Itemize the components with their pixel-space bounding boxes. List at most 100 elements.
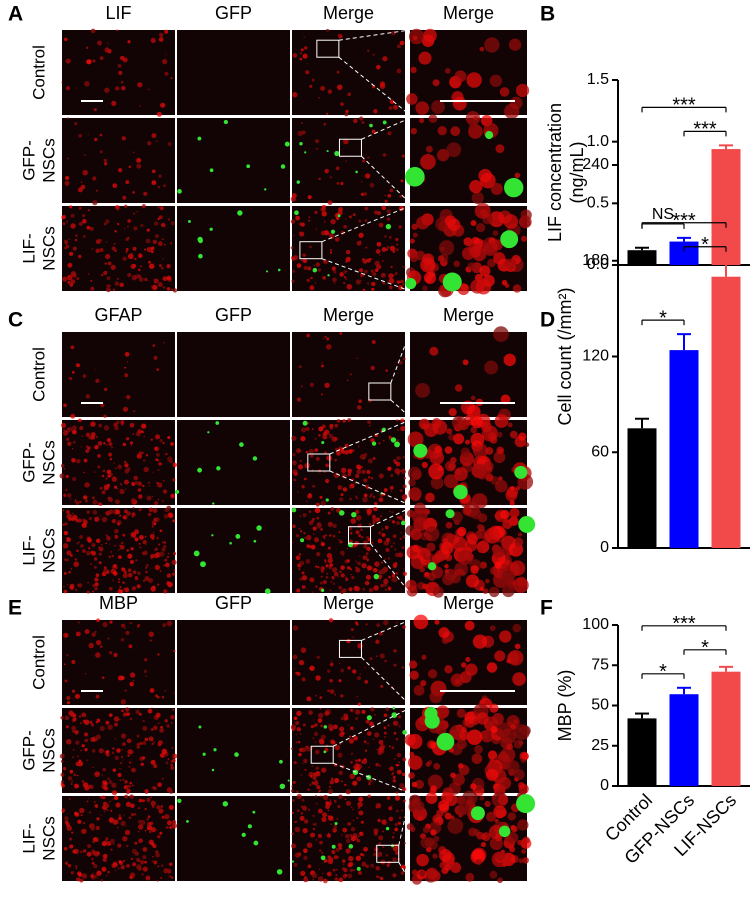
signal <box>82 873 87 878</box>
signal <box>422 584 428 590</box>
signal <box>266 270 268 272</box>
signal <box>63 590 67 594</box>
signal <box>297 794 302 799</box>
signal <box>356 623 359 626</box>
signal <box>108 262 112 266</box>
signal <box>355 567 357 569</box>
signal <box>162 696 165 699</box>
signal <box>347 566 350 569</box>
signal <box>300 530 302 532</box>
signal <box>355 530 359 534</box>
signal <box>110 839 115 844</box>
signal <box>141 423 146 428</box>
signal <box>301 812 303 814</box>
signal <box>358 811 360 813</box>
signal <box>389 768 390 769</box>
signal <box>294 455 295 456</box>
signal <box>372 340 376 344</box>
signal <box>390 246 395 251</box>
signal <box>389 436 392 439</box>
signal <box>411 491 421 501</box>
signal <box>156 368 159 371</box>
signal <box>303 723 306 726</box>
signal <box>373 828 378 833</box>
signal <box>294 761 297 764</box>
signal <box>139 799 143 803</box>
signal <box>403 283 405 285</box>
signal <box>379 497 384 502</box>
signal <box>410 254 418 262</box>
signal <box>92 749 96 753</box>
signal <box>378 531 381 534</box>
signal <box>476 223 485 232</box>
signal <box>167 276 172 281</box>
signal <box>488 750 497 759</box>
signal <box>338 679 341 682</box>
y-tick-label: 180 <box>582 252 609 269</box>
signal <box>422 462 428 468</box>
signal <box>375 807 376 808</box>
significance-label: *** <box>672 613 696 635</box>
signal <box>299 553 301 555</box>
signal <box>134 529 139 534</box>
signal <box>94 517 99 522</box>
signal <box>118 803 120 805</box>
panel-letter: A <box>8 3 23 26</box>
signal <box>394 441 400 447</box>
signal <box>99 553 102 556</box>
signal <box>120 762 123 765</box>
signal <box>63 494 66 497</box>
signal <box>172 709 174 711</box>
signal <box>198 254 203 259</box>
signal <box>467 730 482 745</box>
signal <box>505 258 516 269</box>
signal <box>174 692 176 694</box>
signal <box>331 740 335 744</box>
signal <box>165 453 167 455</box>
signal <box>359 555 360 556</box>
signal <box>106 875 107 876</box>
signal <box>438 255 445 262</box>
signal <box>79 535 83 539</box>
signal <box>330 251 332 253</box>
signal <box>304 769 306 771</box>
signal <box>87 582 89 584</box>
signal <box>392 577 397 582</box>
signal <box>358 871 362 875</box>
signal <box>66 654 68 656</box>
signal <box>109 713 113 717</box>
bar <box>670 350 699 548</box>
signal <box>465 720 471 726</box>
row-label: GFP-NSCs <box>19 440 58 484</box>
signal <box>519 858 524 863</box>
signal <box>298 853 301 856</box>
signal <box>398 725 400 727</box>
signal <box>340 565 345 570</box>
signal <box>294 863 298 867</box>
bar <box>712 672 741 786</box>
signal <box>315 438 317 440</box>
signal <box>466 574 479 587</box>
signal <box>404 499 406 501</box>
signal <box>105 254 110 259</box>
signal <box>170 242 172 244</box>
signal <box>291 196 296 201</box>
signal <box>100 150 103 153</box>
signal <box>360 280 362 282</box>
signal <box>133 570 137 574</box>
signal <box>157 112 162 117</box>
signal <box>332 278 337 283</box>
signal <box>306 451 308 453</box>
signal <box>127 226 129 228</box>
signal <box>164 30 168 34</box>
signal <box>77 755 79 757</box>
column-header: MBP <box>99 593 138 613</box>
signal <box>253 841 258 846</box>
signal <box>300 436 305 441</box>
signal <box>383 846 385 848</box>
signal <box>306 535 311 540</box>
signal <box>361 536 364 539</box>
signal <box>320 86 325 91</box>
signal <box>317 523 322 528</box>
signal <box>112 747 114 749</box>
